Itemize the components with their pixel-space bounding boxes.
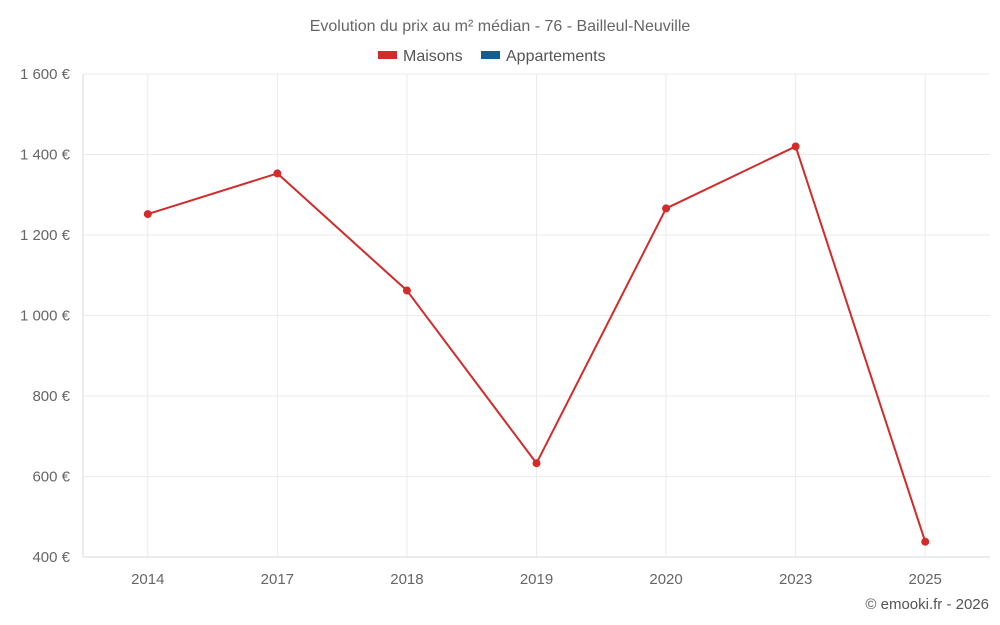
data-point[interactable] — [143, 210, 152, 219]
x-tick-label: 2018 — [390, 571, 423, 588]
x-tick-label: 2020 — [649, 571, 682, 588]
data-point[interactable] — [273, 169, 282, 178]
legend-swatch-maisons — [378, 51, 397, 59]
gridlines — [83, 73, 990, 558]
data-point[interactable] — [402, 286, 411, 295]
data-point[interactable] — [662, 204, 671, 213]
y-tick-labels: 400 € 600 € 800 € 1 000 € 1 200 € 1 400 € 1 60… — [20, 66, 71, 566]
data-point[interactable] — [532, 459, 541, 468]
data-point[interactable] — [791, 142, 800, 151]
y-tick-label: 800 € — [32, 388, 70, 405]
series-maisons — [143, 142, 930, 546]
legend-label-appartements[interactable]: Appartements — [506, 48, 606, 65]
x-tick-label: 2023 — [779, 571, 812, 588]
x-tick-label: 2025 — [909, 571, 942, 588]
legend-swatch-appartements — [481, 51, 500, 59]
y-tick-label: 1 000 € — [20, 308, 71, 325]
chart-title: Evolution du prix au m² médian - 76 - Ba… — [310, 18, 691, 35]
axes — [82, 74, 990, 558]
legend-label-maisons[interactable]: Maisons — [403, 48, 463, 65]
data-point[interactable] — [921, 537, 930, 546]
y-tick-label: 1 400 € — [20, 147, 71, 164]
x-tick-label: 2019 — [520, 571, 553, 588]
legend: Maisons Appartements — [378, 48, 606, 65]
y-tick-label: 1 200 € — [20, 227, 71, 244]
x-tick-label: 2014 — [131, 571, 164, 588]
y-tick-label: 400 € — [32, 549, 70, 566]
x-tick-labels: 2014 2017 2018 2019 2020 2023 2025 — [131, 571, 942, 588]
x-tick-label: 2017 — [261, 571, 294, 588]
credit-text: © emooki.fr - 2026 — [865, 596, 989, 613]
y-tick-label: 1 600 € — [20, 66, 71, 83]
y-tick-label: 600 € — [32, 469, 70, 486]
